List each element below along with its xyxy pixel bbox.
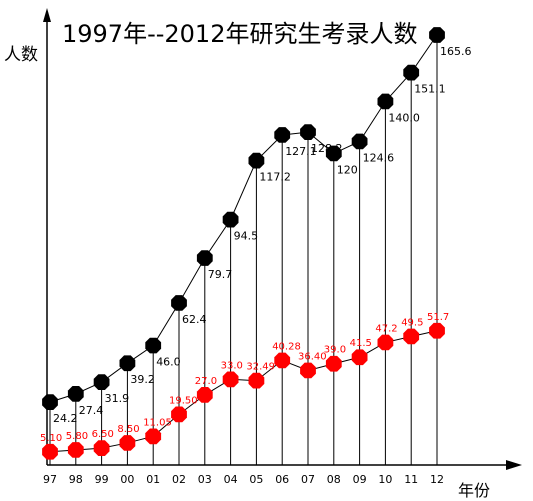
data-label: 39.2 bbox=[130, 373, 155, 386]
data-label: 5.10 bbox=[40, 433, 62, 444]
data-label: 36.40 bbox=[298, 351, 327, 362]
data-label: 11.05 bbox=[143, 417, 172, 428]
data-label: 46.0 bbox=[156, 356, 181, 369]
x-tick-label: 09 bbox=[353, 473, 367, 486]
data-label: 27.0 bbox=[195, 376, 217, 387]
data-label: 151.1 bbox=[414, 83, 446, 96]
x-tick-label: 97 bbox=[43, 473, 57, 486]
data-point-black bbox=[300, 124, 316, 140]
x-tick-label: 11 bbox=[404, 473, 418, 486]
data-point-black bbox=[67, 386, 84, 402]
x-tick-label: 10 bbox=[378, 473, 392, 486]
data-point-red bbox=[119, 435, 136, 451]
data-point-red bbox=[403, 328, 420, 345]
data-label: 33.0 bbox=[221, 360, 243, 371]
data-point-red bbox=[429, 322, 445, 339]
data-label: 27.4 bbox=[79, 404, 104, 417]
data-point-black bbox=[377, 93, 394, 110]
data-point-red bbox=[42, 443, 58, 460]
data-label: 79.7 bbox=[208, 268, 233, 281]
data-label: 140.0 bbox=[388, 111, 420, 124]
data-label: 127.1 bbox=[285, 145, 317, 158]
data-label: 165.6 bbox=[440, 45, 472, 58]
data-label: 19.50 bbox=[169, 395, 198, 406]
x-axis-label: 年份 bbox=[458, 481, 491, 500]
data-point-black bbox=[351, 133, 368, 150]
data-point-red bbox=[222, 371, 239, 388]
data-point-red bbox=[248, 372, 265, 389]
data-label: 24.2 bbox=[53, 412, 78, 425]
data-point-red bbox=[93, 440, 110, 456]
x-tick-label: 00 bbox=[120, 473, 134, 486]
data-label: 51.7 bbox=[427, 312, 449, 323]
x-tick-label: 12 bbox=[430, 473, 444, 486]
data-point-black bbox=[119, 355, 136, 372]
x-tick-label: 98 bbox=[69, 473, 83, 486]
data-label: 32.49 bbox=[246, 362, 275, 373]
y-axis-arrow bbox=[43, 8, 51, 22]
data-point-red bbox=[325, 355, 342, 372]
data-label: 5.80 bbox=[66, 431, 88, 442]
x-tick-label: 04 bbox=[224, 473, 238, 486]
data-point-red bbox=[145, 428, 162, 445]
y-axis-label: 人数 bbox=[4, 45, 38, 65]
data-point-black bbox=[274, 127, 291, 143]
data-point-black bbox=[42, 394, 58, 410]
data-label: 62.4 bbox=[182, 313, 207, 326]
data-label: 94.5 bbox=[234, 230, 259, 243]
chart-title: 1997年--2012年研究生考录人数 bbox=[62, 20, 418, 48]
data-point-red bbox=[67, 442, 84, 458]
data-point-red bbox=[351, 349, 368, 366]
x-tick-label: 08 bbox=[327, 473, 341, 486]
x-tick-label: 07 bbox=[301, 473, 315, 486]
data-label: 117.2 bbox=[259, 171, 291, 184]
data-point-red bbox=[274, 352, 291, 369]
data-label: 6.50 bbox=[92, 429, 114, 440]
data-label: 39.0 bbox=[324, 345, 346, 356]
x-tick-label: 01 bbox=[146, 473, 160, 486]
x-axis-arrow bbox=[506, 460, 522, 470]
series-line-red bbox=[49, 330, 438, 453]
series-line-black bbox=[49, 34, 438, 403]
data-label: 120 bbox=[337, 163, 358, 176]
data-point-black bbox=[196, 250, 213, 266]
data-point-black bbox=[222, 211, 239, 228]
x-tick-label: 05 bbox=[249, 473, 263, 486]
data-point-black bbox=[403, 64, 420, 81]
data-point-black bbox=[171, 295, 187, 311]
data-label: 49.5 bbox=[401, 317, 423, 328]
data-point-red bbox=[196, 387, 213, 403]
data-label: 124.6 bbox=[363, 151, 395, 164]
data-point-black bbox=[248, 152, 265, 169]
data-label: 31.9 bbox=[105, 392, 130, 405]
data-point-black bbox=[93, 374, 110, 390]
data-point-black bbox=[325, 145, 342, 162]
data-label: 41.5 bbox=[350, 338, 372, 349]
x-tick-label: 99 bbox=[95, 473, 109, 486]
data-label: 47.2 bbox=[375, 323, 397, 334]
data-label: 8.50 bbox=[117, 424, 139, 435]
data-label: 40.28 bbox=[272, 341, 301, 352]
data-point-black bbox=[429, 27, 445, 43]
x-tick-label: 03 bbox=[198, 473, 212, 486]
x-tick-label: 06 bbox=[275, 473, 289, 486]
data-point-red bbox=[300, 362, 316, 379]
x-tick-label: 02 bbox=[172, 473, 186, 486]
data-point-black bbox=[145, 337, 162, 354]
data-point-red bbox=[171, 406, 187, 423]
data-point-red bbox=[377, 334, 394, 351]
